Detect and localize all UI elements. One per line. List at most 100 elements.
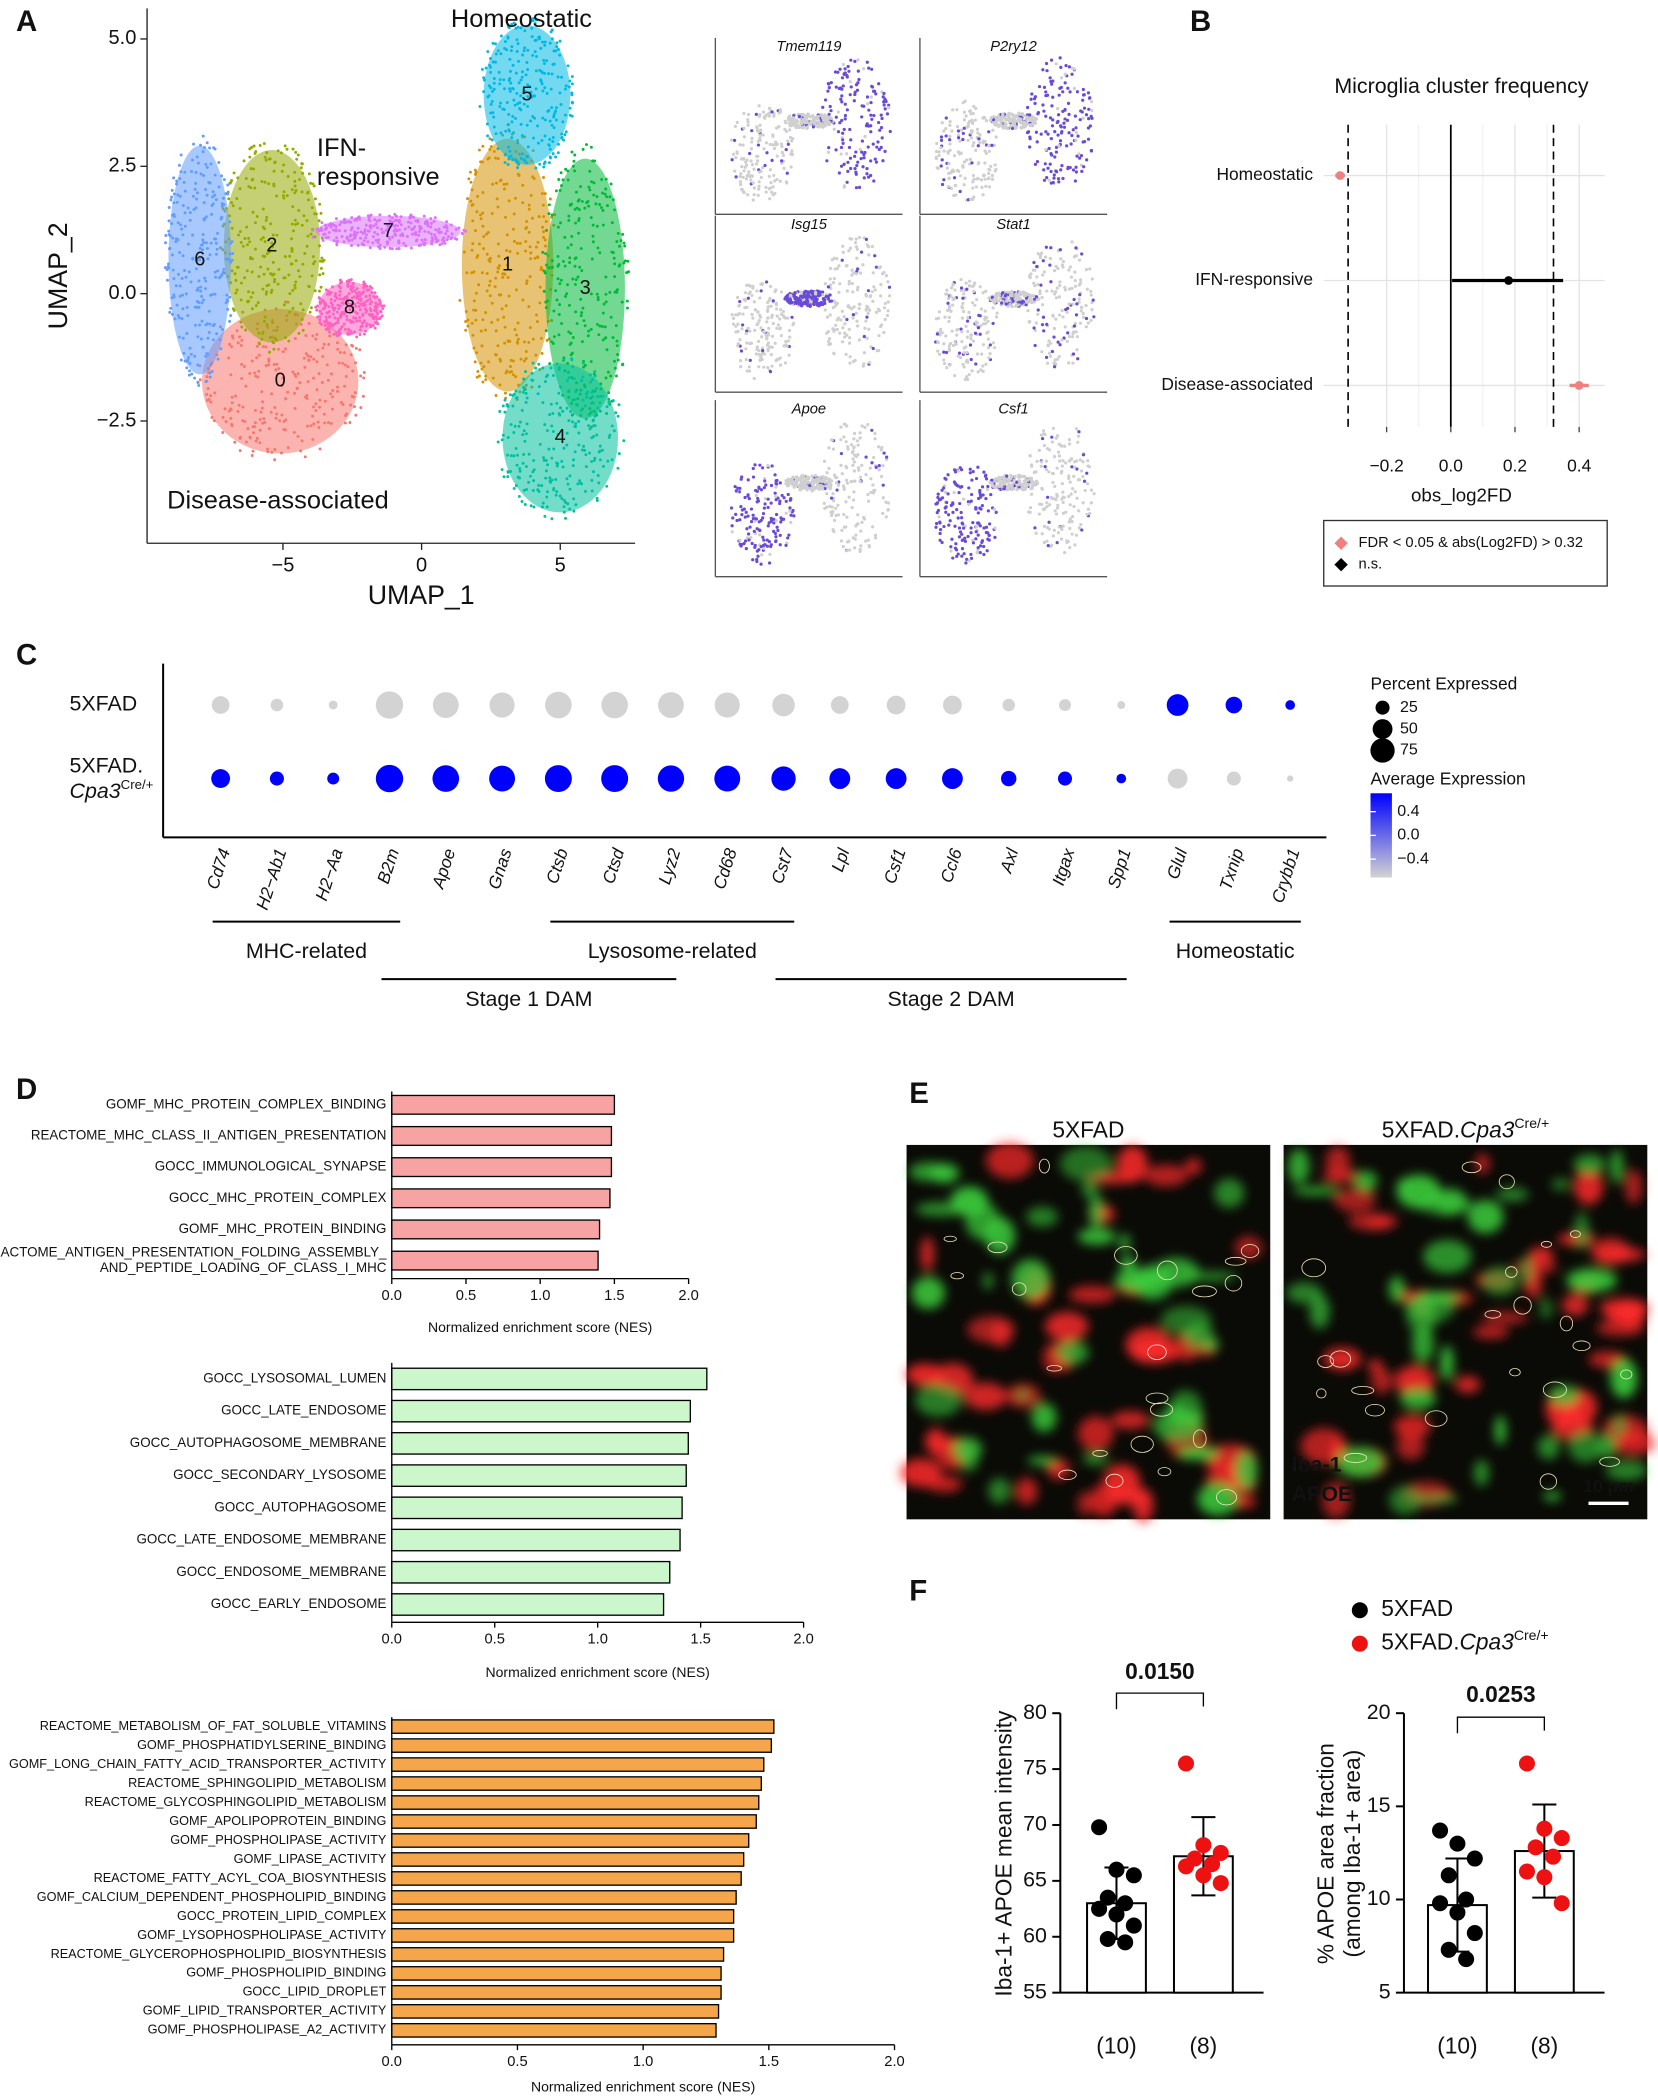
cell-dot	[199, 144, 202, 147]
cell-dot	[831, 438, 834, 441]
cell-dot	[865, 337, 868, 340]
cell-dot	[734, 175, 737, 178]
cell-dot	[956, 169, 959, 172]
cell-dot	[1001, 119, 1004, 122]
cluster-label: 7	[383, 220, 394, 242]
cell-dot	[200, 172, 203, 175]
cell-dot	[775, 479, 778, 482]
cell-dot	[590, 479, 593, 482]
cell-dot	[275, 417, 278, 420]
cell-dot	[820, 113, 823, 116]
cell-dot	[284, 347, 287, 350]
cell-dot	[567, 215, 570, 218]
cell-dot	[514, 425, 517, 428]
cell-dot	[504, 399, 507, 402]
cell-dot	[981, 116, 984, 119]
cell-dot	[785, 148, 788, 151]
cell-dot	[474, 360, 477, 363]
cell-dot	[269, 157, 272, 160]
cell-dot	[576, 482, 579, 485]
cell-dot	[746, 120, 749, 123]
cell-dot	[372, 324, 375, 327]
cell-dot	[280, 414, 283, 417]
cell-dot	[980, 178, 983, 181]
cell-dot	[541, 366, 544, 369]
cell-dot	[535, 69, 538, 72]
cell-dot	[733, 170, 736, 173]
cell-dot	[303, 252, 306, 255]
cell-dot	[988, 150, 991, 153]
cell-dot	[555, 462, 558, 465]
cell-dot	[774, 342, 777, 345]
cell-dot	[769, 168, 772, 171]
cell-dot	[267, 182, 270, 185]
cell-dot	[982, 322, 985, 325]
cell-dot	[1036, 140, 1039, 143]
cell-dot	[881, 464, 884, 467]
cell-dot	[861, 104, 864, 107]
cell-dot	[349, 221, 352, 224]
cell-dot	[596, 225, 599, 228]
cell-dot	[494, 157, 497, 160]
cell-dot	[849, 59, 852, 62]
cell-dot	[521, 152, 524, 155]
cell-dot	[273, 406, 276, 409]
cell-dot	[779, 327, 782, 330]
cell-dot	[1020, 302, 1023, 305]
cell-dot	[857, 69, 860, 72]
cell-dot	[571, 82, 574, 85]
cell-dot	[851, 506, 854, 509]
cell-dot	[255, 356, 258, 359]
cell-dot	[956, 328, 959, 331]
cell-dot	[769, 143, 772, 146]
cell-dot	[853, 432, 856, 435]
cell-dot	[318, 244, 321, 247]
cell-dot	[863, 335, 866, 338]
cell-dot	[356, 312, 359, 315]
cell-dot	[572, 464, 575, 467]
cell-dot	[846, 482, 849, 485]
cell-dot	[588, 170, 591, 173]
cell-dot	[379, 244, 382, 247]
cell-dot	[178, 164, 181, 167]
cell-dot	[251, 307, 254, 310]
cell-dot	[320, 257, 323, 260]
cell-dot	[261, 407, 264, 410]
cell-dot	[305, 394, 308, 397]
cell-dot	[307, 191, 310, 194]
cell-dot	[555, 106, 558, 109]
cell-dot	[1051, 289, 1054, 292]
cell-dot	[214, 293, 217, 296]
cell-dot	[752, 168, 755, 171]
cell-dot	[799, 479, 802, 482]
cell-dot	[256, 215, 259, 218]
cell-dot	[529, 251, 532, 254]
cell-dot	[1074, 179, 1077, 182]
cell-dot	[997, 125, 1000, 128]
cell-dot	[197, 384, 200, 387]
cell-dot	[935, 522, 938, 525]
cell-dot	[259, 266, 262, 269]
cell-dot	[475, 210, 478, 213]
cell-dot	[294, 219, 297, 222]
cell-dot	[581, 307, 584, 310]
cell-dot	[600, 178, 603, 181]
cell-dot	[947, 152, 950, 155]
cell-dot	[971, 121, 974, 124]
cell-dot	[836, 71, 839, 74]
cell-dot	[228, 320, 231, 323]
cell-dot	[521, 134, 524, 137]
cell-dot	[860, 464, 863, 467]
cell-dot	[872, 179, 875, 182]
cell-dot	[772, 185, 775, 188]
cell-dot	[505, 369, 508, 372]
cell-dot	[615, 374, 618, 377]
cell-dot	[548, 212, 551, 215]
cell-dot	[264, 345, 267, 348]
cell-dot	[1052, 177, 1055, 180]
cell-dot	[824, 98, 827, 101]
cell-dot	[590, 146, 593, 149]
cell-dot	[271, 321, 274, 324]
cell-dot	[331, 389, 334, 392]
